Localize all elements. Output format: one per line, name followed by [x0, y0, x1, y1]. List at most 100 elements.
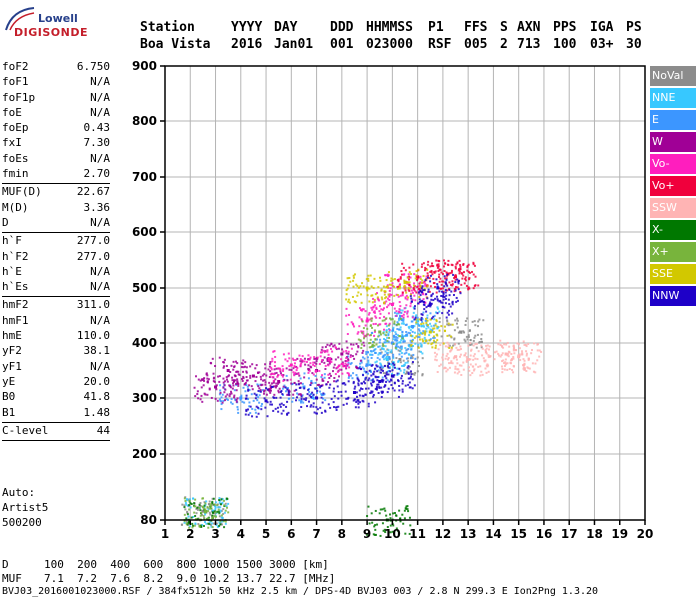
echo-pixel	[422, 311, 425, 314]
echo-pixel	[212, 377, 215, 380]
legend-item: NoVal	[650, 66, 696, 86]
param-name: foF1	[2, 75, 29, 89]
echo-pixel	[396, 328, 399, 331]
echo-pixel	[417, 364, 420, 367]
echo-pixel	[285, 374, 288, 377]
echo-pixel	[469, 343, 472, 346]
echo-pixel	[387, 312, 390, 315]
echo-pixel	[285, 405, 288, 408]
echo-pixel	[261, 383, 264, 386]
echo-pixel	[188, 525, 191, 528]
echo-pixel	[359, 362, 362, 365]
echo-pixel	[427, 304, 430, 307]
echo-pixel	[345, 367, 348, 370]
echo-pixel	[474, 357, 477, 360]
echo-pixel	[370, 390, 373, 393]
echo-pixel	[375, 292, 378, 295]
echo-pixel	[376, 383, 379, 386]
echo-pixel	[386, 379, 389, 382]
echo-pixel	[445, 271, 448, 274]
echo-pixel	[355, 353, 358, 356]
echo-pixel	[345, 340, 348, 343]
echo-pixel	[427, 326, 430, 329]
echo-pixel	[259, 390, 262, 393]
echo-pixel	[342, 382, 345, 385]
echo-pixel	[221, 501, 224, 504]
echo-pixel	[266, 388, 269, 391]
echo-pixel	[432, 327, 435, 330]
echo-pixel	[209, 503, 212, 506]
echo-pixel	[374, 533, 377, 536]
echo-pixel	[485, 347, 488, 350]
echo-pixel	[503, 343, 506, 346]
echo-pixel	[453, 329, 456, 332]
echo-pixel	[455, 322, 458, 325]
data-point	[390, 341, 394, 345]
echo-pixel	[410, 272, 413, 275]
echo-pixel	[403, 364, 406, 367]
muf-values: 7.1 7.2 7.6 8.2 9.0 10.2 13.7 22.7 [MHz]	[44, 572, 336, 585]
echo-pixel	[387, 387, 390, 390]
echo-pixel	[405, 351, 408, 354]
echo-pixel	[497, 352, 500, 355]
echo-pixel	[434, 341, 437, 344]
echo-pixel	[376, 356, 379, 359]
echo-pixel	[273, 365, 276, 368]
echo-pixel	[218, 380, 221, 383]
echo-pixel	[537, 343, 540, 346]
echo-pixel	[504, 358, 507, 361]
echo-pixel	[451, 303, 454, 306]
echo-pixel	[220, 408, 223, 411]
echo-pixel	[392, 362, 395, 365]
echo-pixel	[279, 370, 282, 373]
hdr-label-ps: PS	[626, 20, 642, 35]
echo-pixel	[345, 357, 348, 360]
echo-pixel	[274, 378, 277, 381]
echo-pixel	[296, 396, 299, 399]
echo-pixel	[288, 357, 291, 360]
echo-pixel	[244, 381, 247, 384]
echo-pixel	[357, 402, 360, 405]
echo-pixel	[388, 293, 391, 296]
param-name: yE	[2, 374, 16, 388]
echo-pixel	[289, 378, 292, 381]
echo-pixel	[402, 318, 405, 321]
echo-pixel	[230, 364, 233, 367]
echo-pixel	[410, 297, 413, 300]
echo-pixel	[212, 372, 215, 375]
echo-pixel	[401, 336, 404, 339]
echo-pixel	[337, 356, 340, 359]
echo-pixel	[257, 372, 260, 375]
echo-pixel	[454, 278, 457, 281]
echo-pixel	[398, 287, 401, 290]
echo-pixel	[312, 393, 315, 396]
echo-pixel	[484, 349, 487, 352]
echo-pixel	[284, 390, 287, 393]
echo-pixel	[409, 285, 412, 288]
echo-pixel	[296, 357, 299, 360]
echo-pixel	[417, 346, 420, 349]
echo-pixel	[457, 288, 460, 291]
echo-pixel	[416, 285, 419, 288]
echo-pixel	[456, 317, 459, 320]
echo-pixel	[287, 411, 290, 414]
x-tick-label: 18	[586, 527, 603, 541]
echo-pixel	[387, 304, 390, 307]
echo-pixel	[330, 398, 333, 401]
echo-pixel	[274, 386, 277, 389]
echo-pixel	[408, 284, 411, 287]
hdr-value-p1: RSF	[428, 37, 452, 52]
echo-pixel	[412, 286, 415, 289]
echo-pixel	[347, 374, 350, 377]
echo-pixel	[456, 261, 459, 264]
echo-pixel	[525, 354, 528, 357]
echo-pixel	[449, 305, 452, 308]
echo-pixel	[255, 415, 258, 418]
echo-pixel	[338, 342, 341, 345]
echo-pixel	[396, 294, 399, 297]
echo-pixel	[220, 400, 223, 403]
echo-pixel	[518, 347, 521, 350]
echo-pixel	[378, 310, 381, 313]
echo-pixel	[386, 297, 389, 300]
echo-pixel	[367, 402, 370, 405]
